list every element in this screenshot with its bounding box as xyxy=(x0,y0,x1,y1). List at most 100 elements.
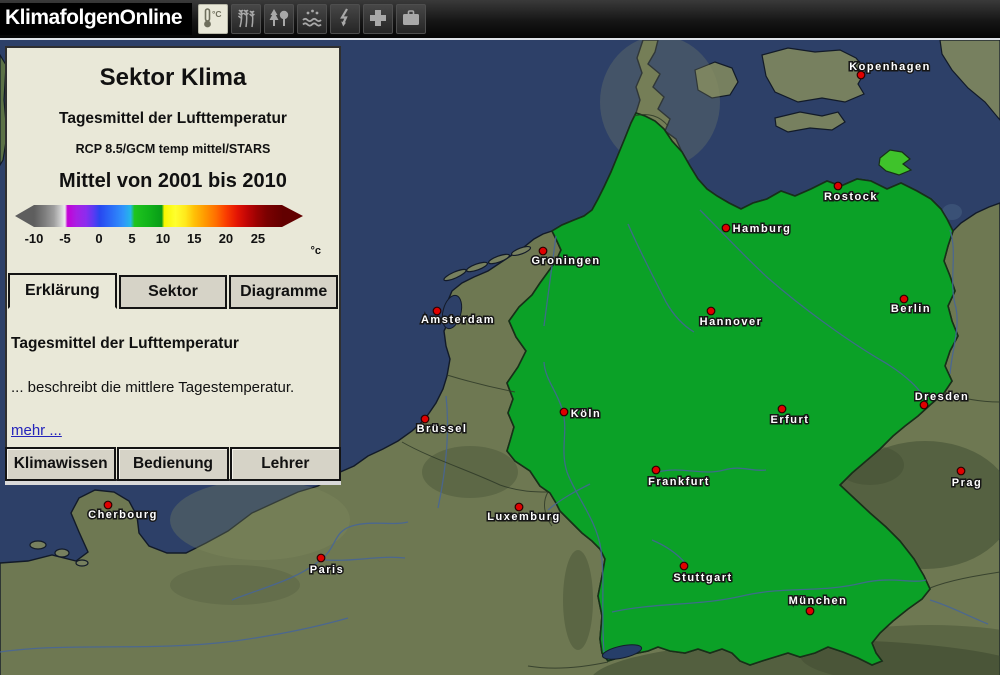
water-icon xyxy=(300,6,324,33)
content-heading: Tagesmittel der Lufttemperatur xyxy=(11,335,239,352)
island-frisian-1 xyxy=(443,268,467,282)
land-sweden xyxy=(939,40,1000,121)
city-marker: Frankfurt xyxy=(647,465,710,490)
scale-tick-label: 5 xyxy=(128,231,136,246)
sector-button-gesundheit[interactable] xyxy=(363,4,394,34)
tab-content: Tagesmittel der Lufttemperatur ... besch… xyxy=(7,309,339,440)
tab-erklärung[interactable]: Erklärung xyxy=(8,273,117,309)
city-label: Cherbourg xyxy=(88,509,158,521)
panel-title: Sektor Klima xyxy=(99,64,247,91)
city-dot[interactable] xyxy=(679,561,689,571)
map-canvas[interactable]: Kopenhagen Rostock Hamburg Groningen Berlin A… xyxy=(0,40,1000,675)
city-dot[interactable] xyxy=(833,181,843,191)
scale-tick-label: 20 xyxy=(218,231,234,246)
city-marker: Dresden xyxy=(913,390,970,410)
city-marker: Cherbourg xyxy=(87,500,158,523)
scale-unit: °c xyxy=(310,245,321,257)
klimawissen-button[interactable]: Klimawissen xyxy=(5,447,117,481)
city-dot[interactable] xyxy=(420,414,430,424)
lehrer-button[interactable]: Lehrer xyxy=(229,447,341,481)
temperature-scale: -10 -5 0 5 10 15 20 25 °c xyxy=(9,205,337,263)
sector-button-landwirtschaft[interactable] xyxy=(231,4,262,34)
sector-button-klima[interactable]: °C xyxy=(198,4,229,34)
city-label: Hannover xyxy=(700,316,763,328)
panel-period: Mittel von 2001 bis 2010 xyxy=(59,170,287,192)
panel-tabs: Erklärung Sektor Diagramme xyxy=(8,273,339,309)
city-dot[interactable] xyxy=(777,404,787,414)
suitcase-icon xyxy=(399,6,423,33)
city-label: Kopenhagen xyxy=(849,61,931,73)
city-dot[interactable] xyxy=(856,70,866,80)
island-frisian-3 xyxy=(488,253,510,265)
city-dot[interactable] xyxy=(919,400,929,410)
app-logo: KlimafolgenOnline xyxy=(0,3,193,35)
city-marker: Hamburg xyxy=(721,222,791,237)
bedienung-button[interactable]: Bedienung xyxy=(117,447,229,481)
city-marker: Groningen xyxy=(530,246,601,269)
city-marker: Paris xyxy=(308,553,344,578)
city-label: Frankfurt xyxy=(648,476,710,488)
city-label: Brüssel xyxy=(417,423,468,435)
info-panel: Sektor Klima Tagesmittel der Lufttempera… xyxy=(5,46,341,481)
city-marker: Hannover xyxy=(698,306,763,330)
city-dot[interactable] xyxy=(316,553,326,563)
sector-button-tourismus[interactable] xyxy=(396,4,427,34)
panel-footer-buttons: Klimawissen Bedienung Lehrer xyxy=(5,447,341,481)
island-channel-2 xyxy=(54,548,70,558)
city-dot[interactable] xyxy=(514,502,524,512)
city-dot[interactable] xyxy=(721,223,731,233)
city-marker: Rostock xyxy=(823,181,878,205)
sector-button-energie[interactable] xyxy=(330,4,361,34)
city-marker: Luxemburg xyxy=(486,502,561,525)
island-lolland xyxy=(774,111,846,133)
city-dot[interactable] xyxy=(706,306,716,316)
more-link[interactable]: mehr ... xyxy=(11,422,62,439)
city-dot[interactable] xyxy=(805,606,815,616)
islands xyxy=(0,40,1000,567)
country-borders xyxy=(401,113,1000,669)
tab-diagramme[interactable]: Diagramme xyxy=(229,275,339,309)
lake-bodensee xyxy=(601,644,643,660)
city-label: München xyxy=(789,595,848,607)
tab-sektor[interactable]: Sektor xyxy=(118,275,228,309)
scale-tick-label: -10 xyxy=(24,231,44,246)
lightning-icon xyxy=(333,6,357,33)
city-label: Groningen xyxy=(531,255,600,267)
rivers xyxy=(0,209,989,653)
city-markers: Kopenhagen Rostock Hamburg Groningen Berlin A… xyxy=(87,60,982,616)
sector-button-forst[interactable] xyxy=(264,4,295,34)
sector-icon-buttons: °C xyxy=(198,4,427,34)
city-dot[interactable] xyxy=(559,407,569,417)
city-dot[interactable] xyxy=(538,246,548,256)
city-label: Dresden xyxy=(915,391,970,403)
city-marker: Prag xyxy=(950,466,982,491)
city-label: Luxemburg xyxy=(487,511,560,523)
lake-ijsselmeer xyxy=(441,294,463,330)
panel-subtitle: Tagesmittel der Lufttemperatur xyxy=(59,110,287,127)
city-label: Berlin xyxy=(891,303,931,315)
toolbar-separator xyxy=(0,38,1000,40)
city-label: Stuttgart xyxy=(673,572,732,584)
city-label: Amsterdam xyxy=(421,314,495,326)
scale-gradient xyxy=(34,205,282,227)
scale-right-arrow xyxy=(282,205,303,227)
city-label: Prag xyxy=(952,477,982,489)
city-dot[interactable] xyxy=(956,466,966,476)
city-dot[interactable] xyxy=(432,306,442,316)
island-frisian-4 xyxy=(510,245,532,257)
city-dot[interactable] xyxy=(899,294,909,304)
city-marker: Kopenhagen xyxy=(848,60,931,80)
scale-tick-label: 25 xyxy=(250,231,266,246)
svg-text:°C: °C xyxy=(212,9,222,19)
scale-tick-label: -5 xyxy=(59,231,71,246)
scale-tick-label: 0 xyxy=(95,231,103,246)
city-label: Köln xyxy=(571,408,601,420)
city-dot[interactable] xyxy=(103,500,113,510)
city-dot[interactable] xyxy=(651,465,661,475)
scale-left-arrow xyxy=(15,205,34,227)
panel-scenario: RCP 8.5/GCM temp mittel/STARS xyxy=(75,142,271,156)
city-label: Rostock xyxy=(824,191,878,203)
scale-ticks: -10 -5 0 5 10 15 20 25 xyxy=(25,231,282,247)
sector-button-wasser[interactable] xyxy=(297,4,328,34)
city-marker: München xyxy=(787,594,848,616)
